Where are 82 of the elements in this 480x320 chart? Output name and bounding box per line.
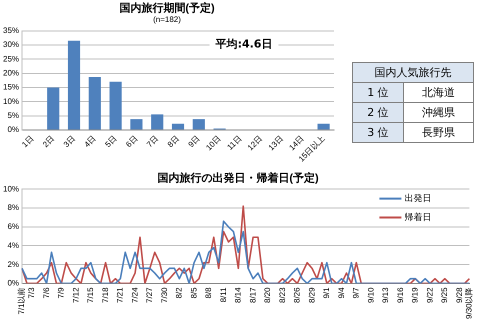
- chart-subtitle: (n=182): [153, 15, 182, 24]
- x-tick-label: 9/16: [396, 286, 405, 304]
- text: 1 位: [352, 82, 404, 102]
- x-tick-label: 9/10: [366, 286, 376, 304]
- x-tick-label: 7/3: [27, 286, 36, 299]
- x-tick-label: 8/14: [234, 286, 243, 304]
- y-tick-label: 0%: [7, 125, 20, 134]
- bar: [47, 87, 60, 130]
- y-tick-label: 10%: [2, 96, 20, 106]
- x-tick-label: 9/28: [454, 286, 464, 304]
- x-tick-label: 3日: [62, 134, 77, 150]
- x-tick-label: 14日: [287, 134, 306, 152]
- bar: [172, 124, 184, 130]
- bar: [318, 124, 330, 130]
- text: 沖縄県: [403, 102, 474, 122]
- x-tick-label: 8/11: [218, 286, 228, 302]
- x-tick-label: 8/17: [248, 286, 258, 304]
- x-tick-label: 9/25: [440, 286, 450, 304]
- x-tick-label: 9/4: [336, 286, 346, 299]
- x-tick-label: 7/30: [160, 286, 169, 304]
- x-tick-label: 9/22: [425, 286, 434, 304]
- text: 北海道: [403, 82, 474, 102]
- bar: [88, 76, 101, 130]
- y-tick-label: 30%: [2, 40, 20, 50]
- x-tick-label: 7/24: [130, 286, 140, 304]
- text: 国内人気旅行先: [352, 62, 474, 82]
- x-tick-label: 7/21: [116, 286, 125, 304]
- text: 3 位: [352, 122, 404, 142]
- annotation: 平均:4.6日: [214, 38, 272, 51]
- x-tick-label: 7/12: [71, 286, 80, 304]
- x-tick-label: 8/2: [174, 286, 184, 299]
- legend-label: 出発日: [404, 192, 432, 204]
- text: 長野県: [403, 122, 474, 142]
- x-tick-label: 9/30以降: [464, 287, 474, 320]
- x-tick-label: 11日: [225, 134, 244, 152]
- x-tick-label: 8/23: [278, 286, 287, 304]
- x-tick-label: 8/29: [307, 286, 316, 304]
- y-tick-label: 6%: [7, 222, 20, 232]
- x-tick-label: 1日: [20, 134, 36, 150]
- x-tick-label: 7/1以前: [17, 287, 26, 315]
- y-tick-label: 20%: [2, 68, 20, 78]
- x-tick-label: 7/15: [86, 286, 96, 304]
- x-tick-label: 6日: [124, 134, 140, 150]
- x-tick-label: 10日: [204, 134, 223, 152]
- chart-title: 国内旅行期間(予定): [119, 2, 215, 15]
- x-tick-label: 12日: [246, 134, 264, 152]
- y-tick-label: 4%: [7, 240, 20, 250]
- legend-label: 帰着日: [404, 212, 432, 223]
- x-tick-label: 7/9: [56, 286, 66, 299]
- y-tick-label: 15%: [2, 82, 20, 92]
- x-tick-label: 8/20: [263, 286, 272, 304]
- x-tick-label: 13日: [266, 134, 285, 152]
- bar: [151, 114, 164, 130]
- bar: [68, 40, 80, 130]
- x-tick-label: 5日: [103, 134, 119, 150]
- bar: [130, 119, 142, 130]
- y-tick-label: 10%: [2, 184, 20, 194]
- x-tick-label: 7/27: [145, 286, 154, 304]
- text: 2 位: [352, 102, 404, 122]
- bar: [110, 82, 122, 130]
- y-tick-label: 2%: [7, 260, 20, 269]
- x-tick-label: 8/26: [292, 286, 302, 304]
- y-tick-label: 25%: [2, 54, 20, 64]
- bar: [192, 119, 205, 130]
- x-tick-label: 9/1: [322, 286, 332, 299]
- x-tick-label: 4日: [82, 134, 98, 150]
- x-tick-label: 7日: [145, 134, 160, 150]
- x-tick-label: 8日: [166, 134, 181, 150]
- x-tick-label: 8/8: [204, 286, 214, 299]
- x-tick-label: 9/13: [381, 286, 390, 304]
- y-tick-label: 35%: [2, 26, 20, 36]
- y-tick-label: 5%: [7, 110, 20, 120]
- x-tick-label: 7/18: [100, 286, 110, 304]
- y-tick-label: 0%: [7, 278, 20, 288]
- x-tick-label: 9/7: [352, 286, 361, 299]
- x-tick-label: 7/6: [42, 286, 51, 299]
- y-tick-label: 8%: [7, 203, 20, 212]
- x-tick-label: 2日: [41, 134, 56, 150]
- x-tick-label: 8/5: [189, 286, 198, 299]
- x-tick-label: 9/19: [410, 286, 420, 304]
- x-tick-label: 9日: [186, 134, 202, 150]
- chart-title: 国内旅行の出発日・帰着日(予定): [157, 172, 319, 185]
